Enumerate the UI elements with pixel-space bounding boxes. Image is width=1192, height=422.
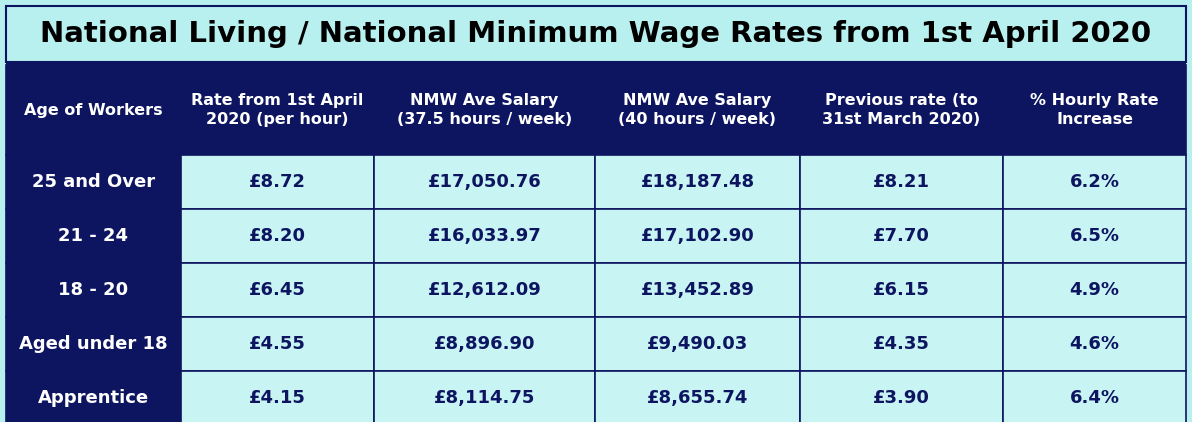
Text: 6.4%: 6.4% <box>1069 389 1119 407</box>
FancyBboxPatch shape <box>1004 371 1186 422</box>
FancyBboxPatch shape <box>800 371 1004 422</box>
Text: £4.55: £4.55 <box>249 335 306 353</box>
FancyBboxPatch shape <box>6 317 181 371</box>
FancyBboxPatch shape <box>595 155 800 209</box>
FancyBboxPatch shape <box>374 155 595 209</box>
FancyBboxPatch shape <box>595 371 800 422</box>
Text: £4.35: £4.35 <box>874 335 930 353</box>
FancyBboxPatch shape <box>1004 65 1186 155</box>
FancyBboxPatch shape <box>800 209 1004 263</box>
FancyBboxPatch shape <box>374 209 595 263</box>
Text: £17,102.90: £17,102.90 <box>640 227 755 245</box>
FancyBboxPatch shape <box>181 317 374 371</box>
Text: 25 and Over: 25 and Over <box>32 173 155 191</box>
FancyBboxPatch shape <box>181 155 374 209</box>
FancyBboxPatch shape <box>800 155 1004 209</box>
Text: 4.6%: 4.6% <box>1069 335 1119 353</box>
Text: £4.15: £4.15 <box>249 389 306 407</box>
FancyBboxPatch shape <box>181 371 374 422</box>
Text: 4.9%: 4.9% <box>1069 281 1119 299</box>
Text: Age of Workers: Age of Workers <box>24 103 162 117</box>
FancyBboxPatch shape <box>374 371 595 422</box>
Text: 6.2%: 6.2% <box>1069 173 1119 191</box>
FancyBboxPatch shape <box>6 155 181 209</box>
FancyBboxPatch shape <box>595 65 800 155</box>
Text: NMW Ave Salary
(37.5 hours / week): NMW Ave Salary (37.5 hours / week) <box>397 93 572 127</box>
FancyBboxPatch shape <box>181 65 374 155</box>
Text: Aged under 18: Aged under 18 <box>19 335 168 353</box>
FancyBboxPatch shape <box>6 6 1186 62</box>
FancyBboxPatch shape <box>181 209 374 263</box>
Text: Previous rate (to
31st March 2020): Previous rate (to 31st March 2020) <box>822 93 981 127</box>
Text: NMW Ave Salary
(40 hours / week): NMW Ave Salary (40 hours / week) <box>619 93 776 127</box>
Text: £8,655.74: £8,655.74 <box>647 389 749 407</box>
Text: 21 - 24: 21 - 24 <box>58 227 129 245</box>
Text: £6.15: £6.15 <box>874 281 930 299</box>
FancyBboxPatch shape <box>595 209 800 263</box>
FancyBboxPatch shape <box>374 317 595 371</box>
FancyBboxPatch shape <box>800 263 1004 317</box>
FancyBboxPatch shape <box>374 263 595 317</box>
Text: £12,612.09: £12,612.09 <box>428 281 541 299</box>
FancyBboxPatch shape <box>1004 317 1186 371</box>
FancyBboxPatch shape <box>1004 155 1186 209</box>
Text: 18 - 20: 18 - 20 <box>58 281 129 299</box>
Text: % Hourly Rate
Increase: % Hourly Rate Increase <box>1030 93 1159 127</box>
FancyBboxPatch shape <box>6 65 181 155</box>
Text: £8.72: £8.72 <box>249 173 306 191</box>
FancyBboxPatch shape <box>800 317 1004 371</box>
Text: £13,452.89: £13,452.89 <box>640 281 755 299</box>
Text: £3.90: £3.90 <box>874 389 930 407</box>
FancyBboxPatch shape <box>1004 263 1186 317</box>
FancyBboxPatch shape <box>595 263 800 317</box>
Text: 6.5%: 6.5% <box>1069 227 1119 245</box>
Text: £8.20: £8.20 <box>249 227 306 245</box>
Text: National Living / National Minimum Wage Rates from 1st April 2020: National Living / National Minimum Wage … <box>41 20 1151 48</box>
FancyBboxPatch shape <box>6 263 181 317</box>
FancyBboxPatch shape <box>374 65 595 155</box>
Text: £8,114.75: £8,114.75 <box>434 389 535 407</box>
FancyBboxPatch shape <box>6 62 1186 65</box>
Text: £18,187.48: £18,187.48 <box>640 173 755 191</box>
Text: Apprentice: Apprentice <box>38 389 149 407</box>
Text: £7.70: £7.70 <box>874 227 930 245</box>
FancyBboxPatch shape <box>800 65 1004 155</box>
Text: £16,033.97: £16,033.97 <box>428 227 541 245</box>
Text: £9,490.03: £9,490.03 <box>647 335 749 353</box>
FancyBboxPatch shape <box>181 263 374 317</box>
Text: £8.21: £8.21 <box>873 173 930 191</box>
Text: £17,050.76: £17,050.76 <box>428 173 541 191</box>
FancyBboxPatch shape <box>6 209 181 263</box>
Text: £8,896.90: £8,896.90 <box>434 335 535 353</box>
FancyBboxPatch shape <box>6 371 181 422</box>
Text: £6.45: £6.45 <box>249 281 306 299</box>
Text: Rate from 1st April
2020 (per hour): Rate from 1st April 2020 (per hour) <box>191 93 364 127</box>
FancyBboxPatch shape <box>1004 209 1186 263</box>
FancyBboxPatch shape <box>595 317 800 371</box>
